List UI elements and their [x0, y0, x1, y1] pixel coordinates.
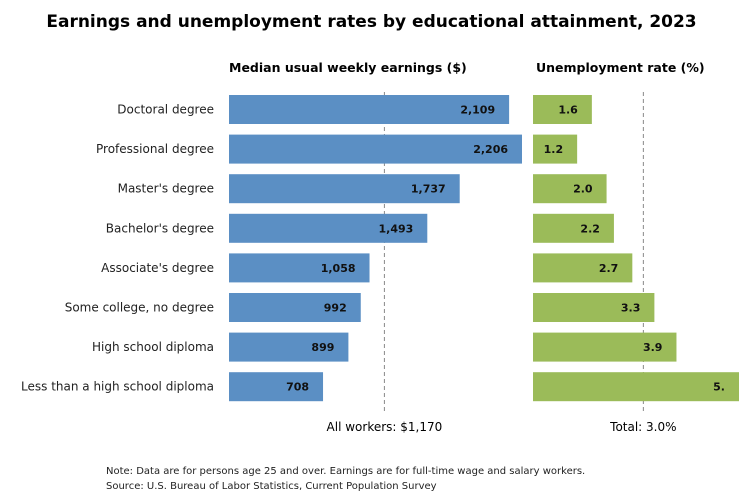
category-label: Doctoral degree [117, 103, 214, 117]
earnings-value-label: 1,737 [411, 183, 446, 196]
unemployment-bar [533, 293, 655, 322]
category-label: Less than a high school diploma [21, 380, 214, 394]
unemployment-value-label: 1.6 [558, 104, 578, 117]
unemployment-value-label: 5. [713, 381, 725, 394]
earnings-bar [229, 174, 460, 204]
earnings-panel-title: Median usual weekly earnings ($) [229, 60, 467, 75]
earnings-bar [229, 332, 349, 362]
category-label: Master's degree [118, 182, 214, 196]
unemployment-bar [533, 213, 614, 243]
unemployment-bar [533, 95, 592, 124]
earnings-bar [229, 213, 428, 243]
unemployment-bar [533, 134, 578, 164]
earnings-value-label: 708 [286, 381, 309, 394]
category-label: Associate's degree [101, 261, 214, 275]
category-label: High school diploma [92, 340, 214, 354]
unemployment-value-label: 3.3 [621, 302, 641, 315]
unemployment-value-label: 1.2 [544, 143, 564, 156]
unemployment-bar [533, 253, 633, 283]
earnings-bar [229, 372, 324, 402]
unemployment-value-label: 2.0 [573, 183, 593, 196]
earnings-bar [229, 253, 370, 283]
earnings-value-label: 992 [324, 302, 347, 315]
earnings-value-label: 2,206 [473, 143, 508, 156]
unemployment-panel-title: Unemployment rate (%) [536, 60, 705, 75]
unemployment-bar [533, 174, 607, 204]
unemployment-value-label: 2.2 [580, 222, 600, 235]
unemployment-bar [533, 332, 677, 362]
category-label: Professional degree [96, 142, 214, 156]
unemployment-value-label: 2.7 [599, 262, 619, 275]
unemployment-reference-label: Total: 3.0% [609, 420, 676, 434]
chart-note: Note: Data are for persons age 25 and ov… [106, 466, 586, 477]
chart-title: Earnings and unemployment rates by educa… [46, 12, 697, 32]
unemployment-bar [533, 372, 739, 402]
earnings-bar [229, 134, 522, 164]
earnings-value-label: 1,493 [379, 222, 414, 235]
category-label: Bachelor's degree [106, 221, 214, 235]
earnings-value-label: 1,058 [321, 262, 356, 275]
category-label: Some college, no degree [65, 301, 214, 315]
unemployment-value-label: 3.9 [643, 341, 663, 354]
earnings-reference-label: All workers: $1,170 [327, 420, 443, 434]
earnings-bar [229, 293, 361, 322]
earnings-value-label: 899 [311, 341, 334, 354]
chart-source: Source: U.S. Bureau of Labor Statistics,… [106, 481, 437, 492]
earnings-value-label: 2,109 [460, 104, 495, 117]
earnings-bar [229, 95, 510, 124]
